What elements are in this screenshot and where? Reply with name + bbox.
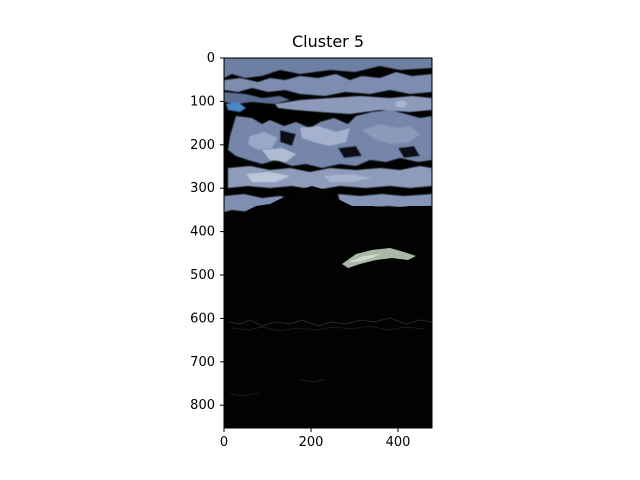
y-tick-label: 100 [190, 94, 215, 109]
y-tick-label: 600 [190, 311, 215, 326]
ridge-highlight [342, 248, 416, 268]
x-tick-label: 200 [299, 435, 324, 450]
axes-frame [223, 57, 433, 429]
plot-title: Cluster 5 [291, 32, 365, 51]
y-axis: 0 100 200 300 400 500 600 700 800 [190, 51, 224, 413]
cloud-regions [224, 58, 432, 272]
cluster-image [224, 58, 432, 428]
y-tick-label: 800 [190, 398, 215, 413]
y-tick-label: 400 [190, 225, 215, 240]
x-tick-label: 400 [386, 435, 411, 450]
y-tick-label: 500 [190, 268, 215, 283]
x-tick-label: 0 [220, 435, 228, 450]
speckle-noise [227, 317, 432, 397]
y-tick-label: 700 [190, 355, 215, 370]
y-tick-label: 300 [190, 181, 215, 196]
y-tick-label: 200 [190, 138, 215, 153]
y-tick-label: 0 [207, 51, 215, 66]
x-axis: 0 200 400 [220, 428, 411, 450]
